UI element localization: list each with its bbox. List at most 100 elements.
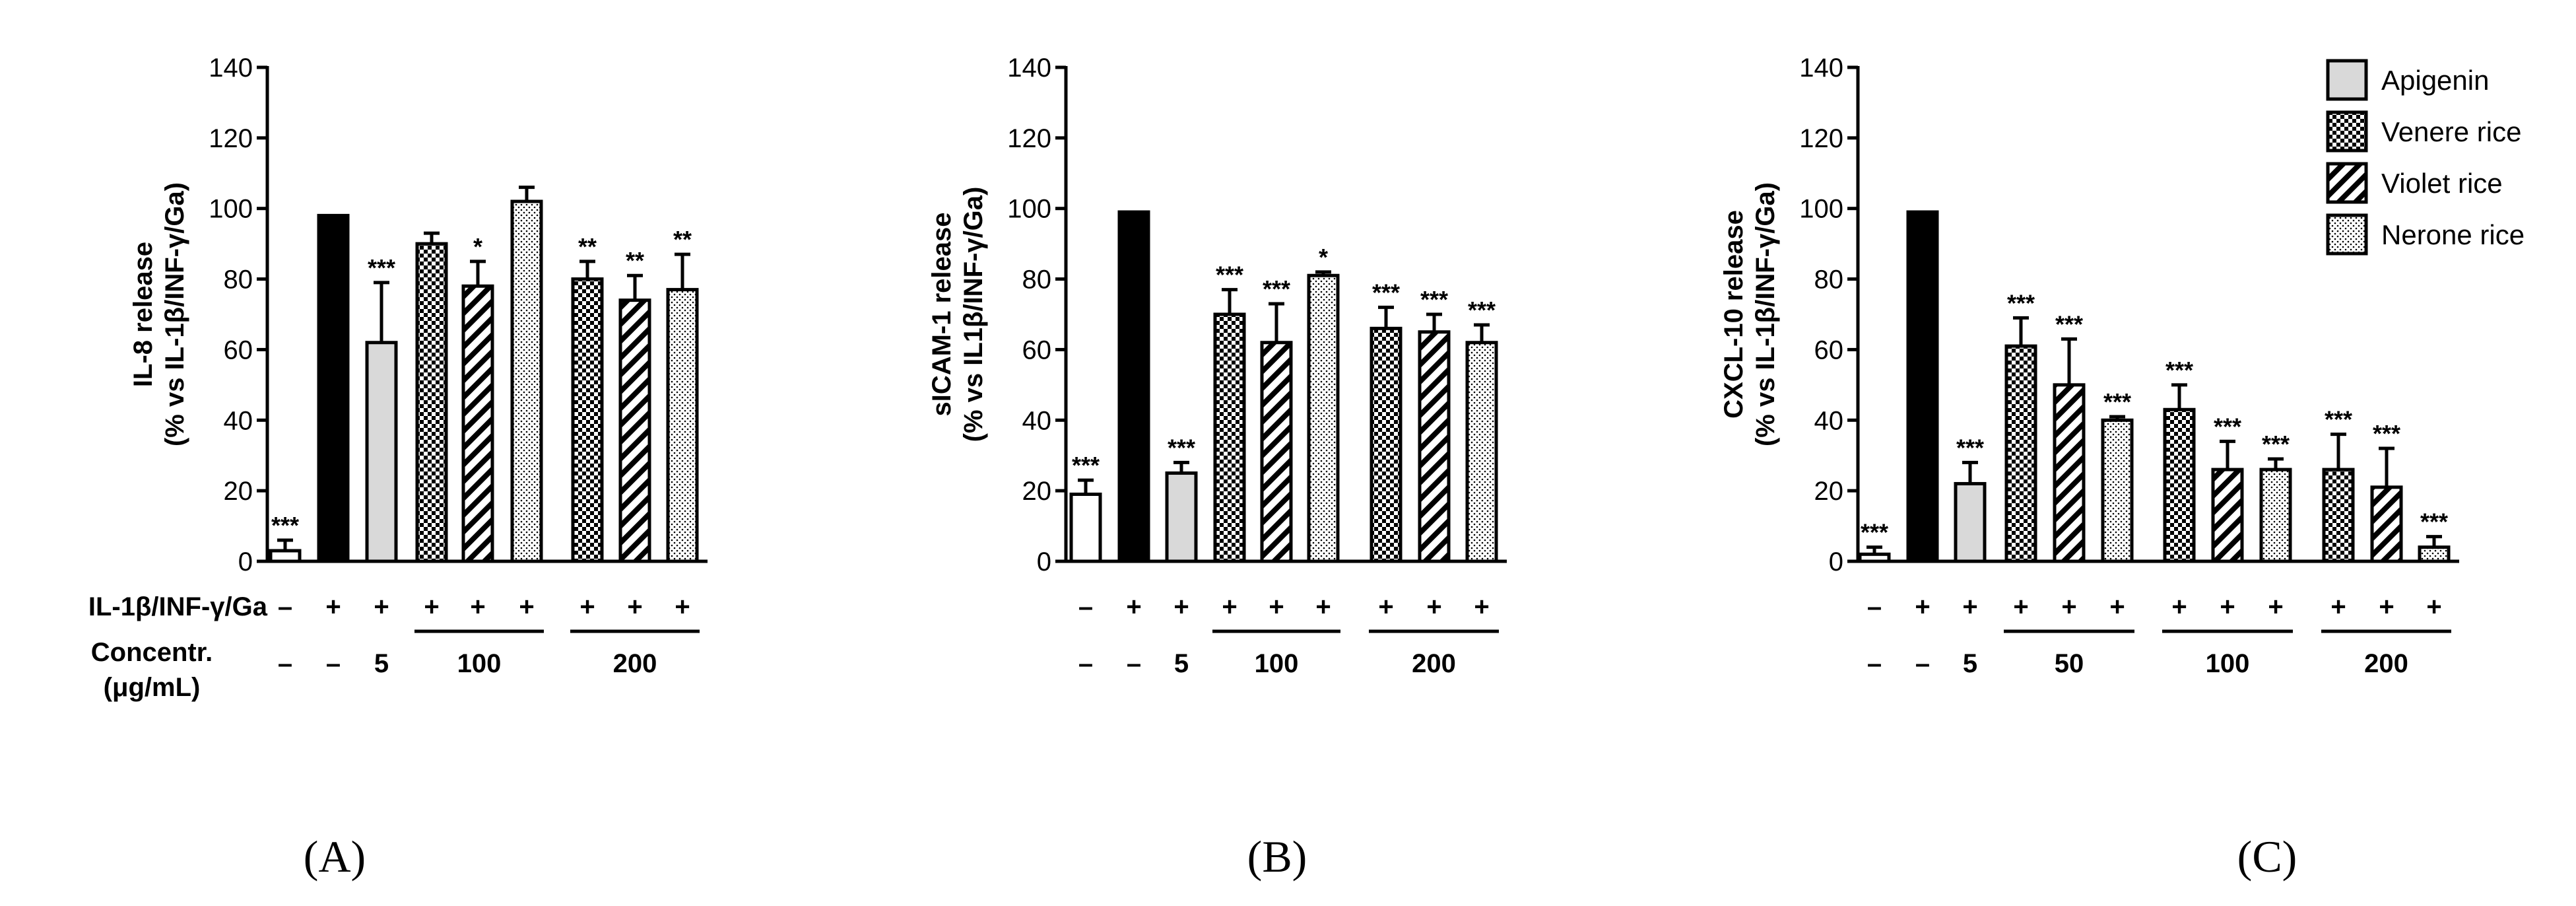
significance-label: *** [2103,388,2131,415]
concentration-label: – [1867,649,1882,678]
bar-venere [2322,468,2355,563]
stimulus-sign: + [325,592,341,621]
bar-nerone [2259,468,2292,563]
concentration-group-label: 200 [1412,649,1456,678]
concentration-label: 5 [1174,649,1189,678]
stimulus-sign: + [2220,592,2235,621]
panel-label: (B) [1247,831,1307,882]
stimulus-sign: + [1962,592,1977,621]
stimulus-sign: + [1173,592,1189,621]
concentration-label: – [278,649,292,678]
y-tick-label: 80 [1022,265,1052,295]
stimulus-sign: + [1126,592,1141,621]
significance-label: ** [626,247,644,274]
panel-label: (C) [2237,831,2297,882]
significance-label: *** [2007,289,2035,316]
concentration-group-label: 200 [613,649,657,678]
stimulus-sign: + [1269,592,1284,621]
bar-violet [1418,330,1451,563]
concentration-label: – [1127,649,1141,678]
stimulus-sign: + [675,592,690,621]
stimulus-sign: + [1426,592,1441,621]
stimulus-sign: + [519,592,534,621]
bar-control [1069,492,1102,563]
stimulus-sign: + [2268,592,2283,621]
stimulus-sign: + [579,592,595,621]
y-tick-label: 60 [224,335,253,365]
bar-violet [2370,485,2403,563]
legend-label-violet: Violet rice [2381,168,2503,199]
bar-nerone [2101,418,2134,563]
stimulus-sign: – [1867,592,1882,621]
bar-stimulated [1117,210,1150,563]
concentration-row-label: Concentr. [91,638,213,667]
y-tick-label: 40 [224,406,253,435]
bar-venere [1213,312,1246,563]
legend-swatch-venere [2326,110,2368,153]
concentration-group-label: 100 [1255,649,1299,678]
y-axis-label-unit: (% vs IL-1β/INF-γ/Ga) [160,182,189,446]
bar-violet [2053,383,2086,563]
bar-venere [2004,344,2037,563]
legend-swatch-apigenin [2326,59,2368,101]
panel-label: (A) [304,831,366,882]
stimulus-sign: + [2061,592,2076,621]
stimulus-sign: + [1474,592,1489,621]
stimulus-sign: + [374,592,389,621]
legend-label-apigenin: Apigenin [2381,65,2489,96]
bar-venere [415,242,448,563]
y-tick-label: 60 [1022,335,1052,365]
y-tick-label: 0 [1829,547,1843,576]
bar-stimulated [317,213,350,563]
bar-nerone [1307,273,1340,563]
legend-swatch-violet [2326,162,2368,204]
bar-control [269,549,302,563]
y-tick-label: 120 [1007,124,1051,153]
significance-label: *** [1372,279,1400,306]
bar-stimulated [1906,210,1939,563]
significance-label: *** [2420,508,2448,536]
stimulus-sign: + [2013,592,2028,621]
stimulus-sign: + [2109,592,2125,621]
bar-venere [571,277,604,563]
y-tick-label: 140 [209,53,253,83]
stimulus-row-label: IL-1β/INF-γ/Ga [88,592,268,621]
significance-label: *** [1072,452,1100,479]
concentration-label: 5 [374,649,389,678]
stimulus-sign: – [278,592,292,621]
y-tick-label: 120 [1799,124,1843,153]
bar-violet [618,298,651,563]
y-tick-label: 80 [224,265,253,295]
concentration-label: 5 [1963,649,1977,678]
significance-label: *** [1168,434,1195,461]
bar-nerone [2418,545,2451,563]
bar-venere [1370,326,1403,563]
stimulus-sign: + [1315,592,1331,621]
y-tick-label: 40 [1022,406,1052,435]
y-axis-label: CXCL-10 release [1719,210,1748,419]
significance-label: *** [2262,431,2290,458]
bar-apigenin [1954,481,1987,563]
y-tick-label: 140 [1007,53,1051,83]
stimulus-sign: + [1222,592,1237,621]
significance-label: *** [2214,413,2241,440]
concentration-group-label: 50 [2055,649,2084,678]
bar-nerone [666,288,699,563]
stimulus-sign: – [1078,592,1093,621]
y-tick-label: 0 [238,547,253,576]
concentration-group-label: 200 [2364,649,2408,678]
legend: Apigenin Venere rice Violet rice Nerone ric… [2326,59,2525,256]
concentration-label: – [1078,649,1093,678]
concentration-group-label: 100 [457,649,502,678]
stimulus-sign: + [1378,592,1393,621]
y-tick-label: 120 [209,124,253,153]
stimulus-sign: + [1915,592,1930,621]
significance-label: *** [271,512,299,539]
stimulus-sign: + [2426,592,2441,621]
stimulus-sign: + [2171,592,2187,621]
y-tick-label: 140 [1799,53,1843,83]
y-tick-label: 80 [1814,265,1844,295]
significance-label: *** [1468,296,1496,324]
y-tick-label: 100 [1007,195,1051,224]
